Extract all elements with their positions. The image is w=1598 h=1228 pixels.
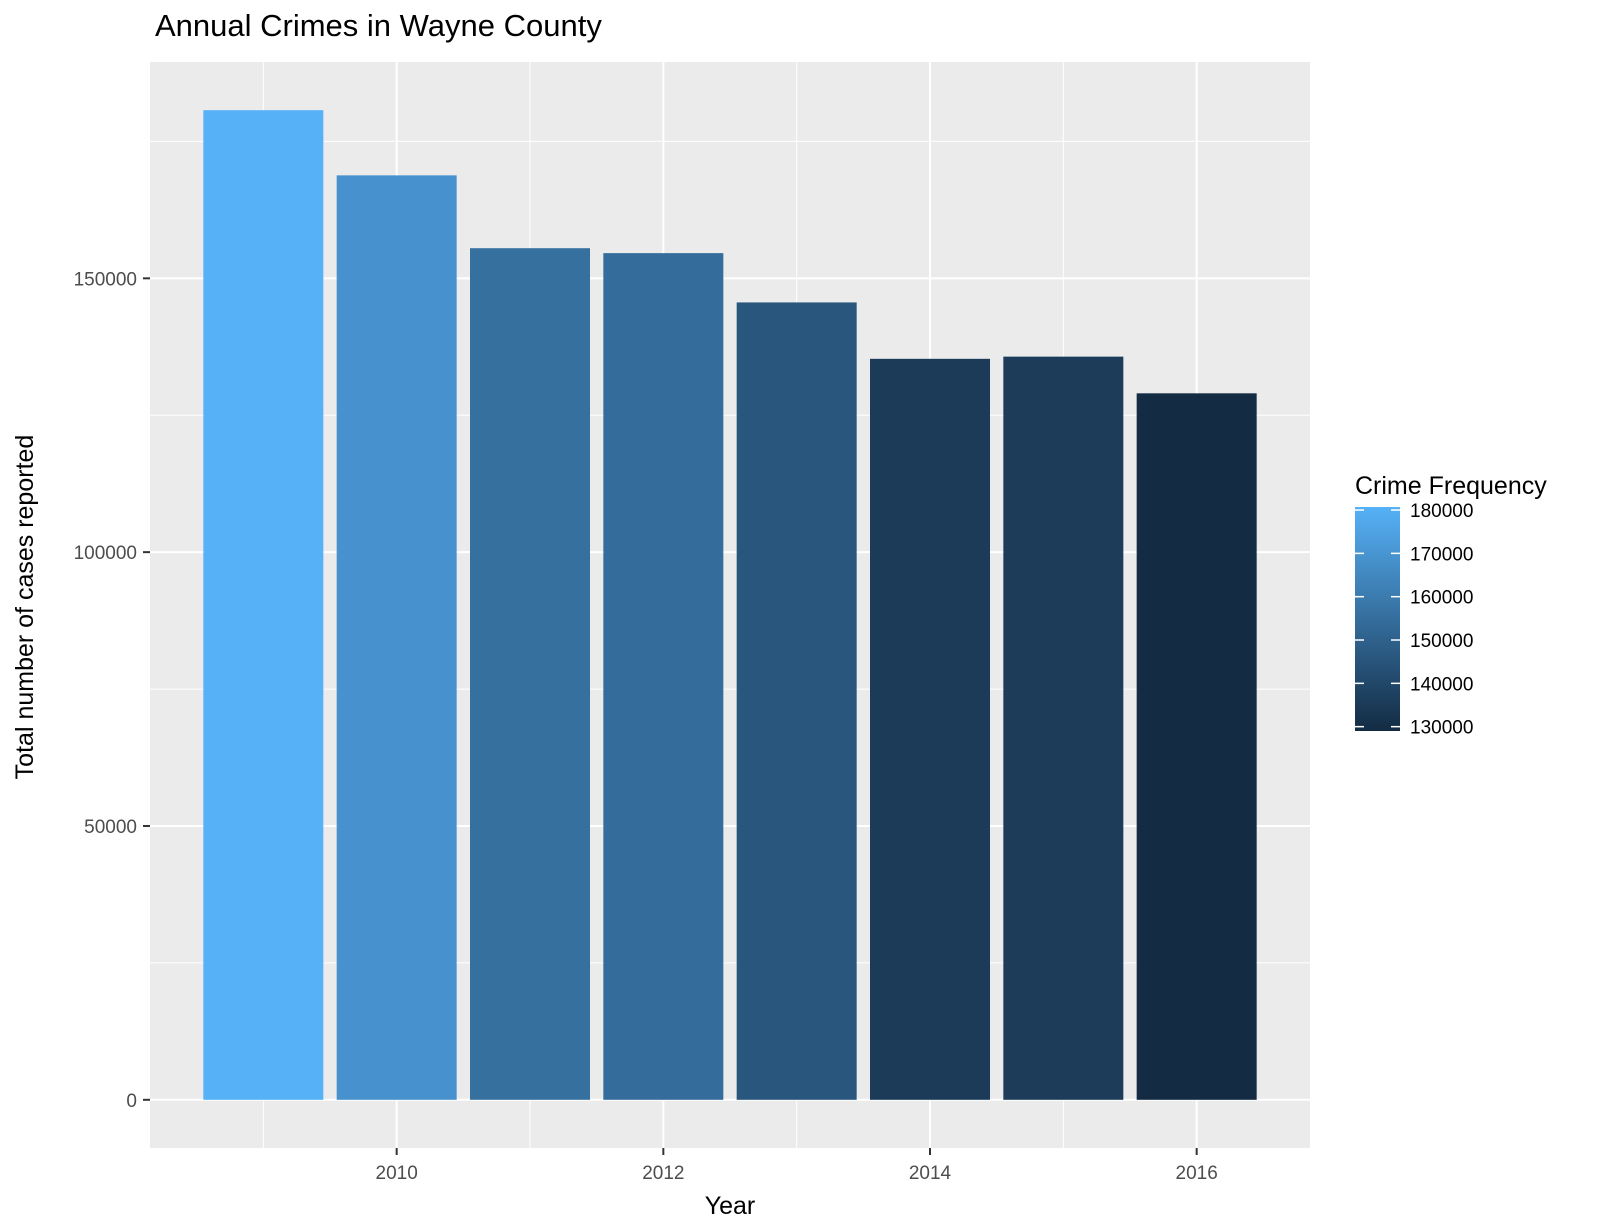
chart-title: Annual Crimes in Wayne County — [155, 8, 602, 43]
legend-label: 180000 — [1410, 501, 1473, 522]
legend-title: Crime Frequency — [1355, 472, 1547, 500]
legend: Crime Frequency 130000 140000 150000 160000… — [1355, 472, 1547, 739]
x-tick-label: 2016 — [1176, 1163, 1218, 1184]
plot-panel — [150, 62, 1310, 1148]
bars — [203, 110, 1257, 1100]
x-tick-label: 2014 — [909, 1163, 952, 1184]
x-tick-label: 2010 — [376, 1163, 418, 1184]
legend-label: 170000 — [1410, 544, 1473, 565]
bar-2012 — [603, 253, 724, 1100]
legend-ticks: 130000 140000 150000 160000 170000 180000 — [1355, 501, 1473, 739]
y-tick-label: 50000 — [84, 817, 137, 838]
bar-2010 — [336, 175, 457, 1100]
legend-colorbar — [1355, 507, 1400, 731]
y-tick-label: 0 — [126, 1091, 137, 1112]
panel-background — [150, 62, 1310, 1148]
axes: 0 50000 100000 150000 2010 2012 2014 2016 — [74, 269, 1218, 1184]
y-axis-title: Total number of cases reported — [11, 435, 39, 780]
bar-2009 — [203, 110, 324, 1100]
bar-2011 — [470, 248, 590, 1100]
legend-label: 140000 — [1410, 674, 1473, 695]
y-tick-label: 150000 — [74, 269, 137, 290]
x-axis-title: Year — [705, 1192, 756, 1220]
bar-2014 — [870, 358, 990, 1100]
legend-label: 150000 — [1410, 631, 1473, 652]
bar-2016 — [1136, 393, 1257, 1100]
bar-2015 — [1003, 356, 1124, 1100]
x-tick-label: 2012 — [642, 1163, 684, 1184]
legend-label: 160000 — [1410, 588, 1473, 609]
bar-2013 — [736, 302, 857, 1100]
y-tick-label: 100000 — [74, 543, 137, 564]
legend-label: 130000 — [1410, 718, 1473, 739]
